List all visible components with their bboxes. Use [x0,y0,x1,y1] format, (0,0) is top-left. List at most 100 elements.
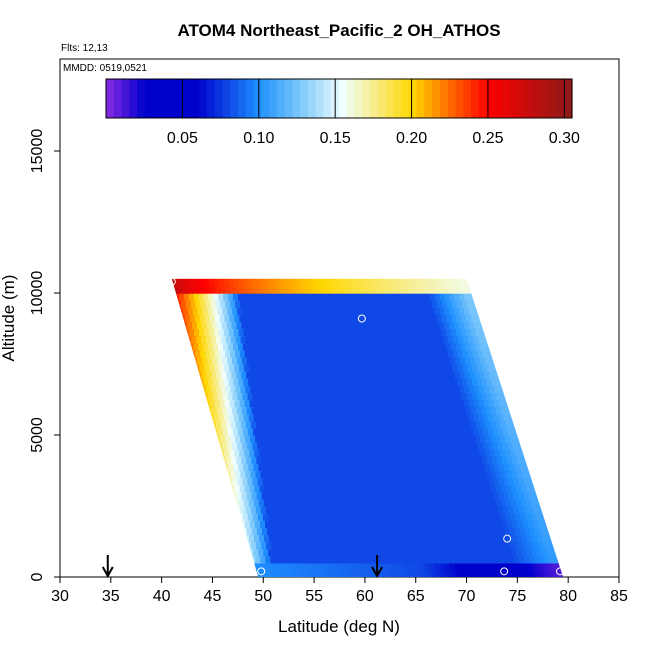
heatmap-cell [494,385,506,393]
colorbar-cell [206,79,216,118]
heatmap-cell [537,520,549,528]
heatmap-cell [533,506,545,514]
colorbar-cell [106,79,115,118]
heatmap-cell [468,307,480,315]
colorbar-cell [199,79,208,118]
heatmap-cell [535,513,547,521]
heatmap-cell [489,371,501,379]
x-tick-label: 60 [356,588,374,605]
x-tick-label: 30 [51,588,69,605]
colorbar-cell [191,79,200,118]
x-axis: 30 35 40 45 50 55 60 65 70 75 80 85 [51,577,628,605]
colorbar-cell [346,79,356,118]
y-axis-title: Altitude (m) [0,275,18,362]
heatmap-cell [553,569,564,577]
colorbar-cell [401,79,410,118]
heatmap-cell [491,378,503,386]
heatmap-cell [478,335,490,344]
y-axis: 0 5000 10000 15000 [29,129,60,581]
sample-point [503,534,512,543]
heatmap-cell [505,420,517,429]
colorbar-cell [214,79,224,118]
colorbar-cell [486,79,495,118]
colorbar-cell [175,79,185,118]
heatmap-cell [514,449,526,457]
heatmap-cell [482,349,494,358]
colorbar-cell [137,79,146,118]
heatmap-cell [519,463,531,472]
x-tick-label: 80 [559,588,577,605]
sample-point [167,277,176,286]
colorbar-cell [144,79,154,118]
y-tick-label: 10000 [29,271,46,316]
flight-arrow [371,555,383,579]
y-tick-label: 0 [29,572,46,581]
colorbar-cell [129,79,138,118]
heatmap-cell [523,477,536,486]
colorbar-cell [370,79,379,118]
colorbar-cell [509,79,519,118]
colorbar-cell [447,79,457,118]
heatmap-cell [551,562,563,571]
heatmap-cell [549,555,561,564]
heatmap-cell [544,541,556,550]
y-tick-label: 15000 [29,129,46,174]
colorbar-cell [471,79,480,118]
colorbar-cell [315,79,325,118]
colorbar-cell [160,79,169,118]
colorbar-cell [276,79,286,118]
heatmap-cell [459,278,471,287]
heatmap-cell [462,285,474,294]
sample-point [500,567,509,576]
heatmap-cell [528,491,540,500]
y-tick-label: 5000 [29,417,46,453]
heatmap-cell [526,484,538,493]
colorbar-cell [377,79,387,118]
colorbar-cell [455,79,464,118]
heatmap-cell [496,392,508,401]
colorbar-cell [269,79,278,118]
heatmap-cell [512,442,524,450]
colorbar-tick-label: 0.15 [320,130,351,147]
colorbar-gradient [106,79,573,118]
chart-title: ATOM4 Northeast_Pacific_2 OH_ATHOS [177,21,500,40]
colorbar-cell [354,79,363,118]
flight-markers [101,555,383,579]
sample-point [357,314,366,323]
heatmap-cell [530,498,543,507]
flights-note: Flts: 12,13 [61,43,108,54]
flight-arrow [101,555,114,579]
colorbar-cell [385,79,394,118]
heatmap-cell [546,548,559,557]
heatmap-cell [503,413,515,422]
colorbar-ticks: 0.05 0.10 0.15 0.20 0.25 0.30 [167,79,580,147]
colorbar-cell [230,79,239,118]
colorbar-cell [564,79,573,118]
heatmap-cell [517,456,529,464]
colorbar-cell [238,79,247,118]
colorbar-cell [339,79,348,118]
heatmap-cell [542,534,554,543]
heatmap-cell [484,356,497,365]
colorbar-cell [362,79,371,118]
colorbar-tick-label: 0.10 [243,130,274,147]
heatmap-cell [480,342,492,351]
x-tick-label: 40 [153,588,171,605]
heatmap-cell [510,435,522,443]
x-tick-label: 70 [458,588,476,605]
colorbar-cell [494,79,503,118]
colorbar-cell [408,79,418,118]
heatmap-cell [498,399,510,408]
heatmap-cell [464,293,476,301]
colorbar-tick-label: 0.25 [472,130,503,147]
colorbar-cell [502,79,511,118]
colorbar-cell [261,79,270,118]
x-tick-label: 85 [610,588,628,605]
colorbar-cell [113,79,123,118]
colorbar-cell [525,79,534,118]
colorbar-cell [478,79,488,118]
colorbar-tick-label: 0.30 [549,130,580,147]
colorbar-cell [432,79,441,118]
colorbar-cell [533,79,542,118]
